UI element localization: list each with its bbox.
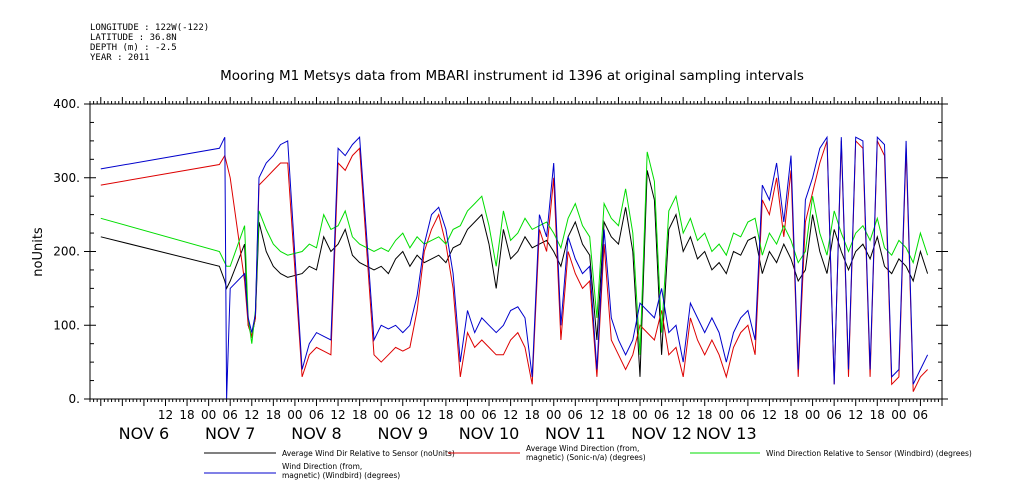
x-day-label: NOV 12: [631, 424, 692, 443]
x-tick-label: 12: [158, 408, 173, 422]
x-tick-label: 00: [287, 408, 302, 422]
plot-area: [100, 135, 929, 400]
x-tick-label: 12: [503, 408, 518, 422]
legend: Average Wind Dir Relative to Sensor (noU…: [204, 444, 972, 480]
x-tick-label: 18: [266, 408, 281, 422]
x-day-label: NOV 10: [459, 424, 520, 443]
x-day-label: NOV 11: [545, 424, 606, 443]
axes: 0. 100. 200. 300. 400. 12 18 00 06 12 18 00 06 12 18 00…: [53, 97, 948, 443]
x-tick-label: 00: [632, 408, 647, 422]
metadata-line: LONGITUDE : 122W(-122): [90, 23, 209, 33]
x-tick-label: 12: [762, 408, 777, 422]
y-axis-label: noUnits: [31, 227, 46, 277]
legend-label: Wind Direction (from, magnetic) (Windbird…: [282, 462, 400, 480]
x-tick-label: 12: [330, 408, 345, 422]
metadata-line: LATITUDE : 36.8N: [90, 33, 177, 43]
x-tick-label: 18: [783, 408, 798, 422]
x-day-label: NOV 7: [205, 424, 256, 443]
x-tick-label: 12: [848, 408, 863, 422]
legend-label-line: magnetic) (Sonic-n/a) (degrees): [526, 453, 646, 462]
x-tick-label: 12: [589, 408, 604, 422]
x-tick-label: 18: [697, 408, 712, 422]
x-tick-label: 18: [525, 408, 540, 422]
x-day-label: NOV 13: [696, 424, 757, 443]
x-day-label: NOV 9: [378, 424, 429, 443]
x-tick-label: 06: [654, 408, 669, 422]
x-tick-label: 06: [309, 408, 324, 422]
metadata-line: DEPTH (m) : -2.5: [90, 43, 177, 53]
x-tick-label: 12: [676, 408, 691, 422]
x-tick-label: 12: [417, 408, 432, 422]
y-tick-label: 100.: [53, 318, 80, 332]
metadata-line: YEAR : 2011: [90, 53, 150, 63]
x-tick-label: 00: [374, 408, 389, 422]
x-tick-label: 12: [244, 408, 259, 422]
x-tick-label: 06: [568, 408, 583, 422]
legend-label: Average Wind Dir Relative to Sensor (noU…: [282, 449, 455, 458]
x-tick-label: 00: [891, 408, 906, 422]
legend-label-line: Average Wind Direction (from,: [526, 444, 639, 453]
x-tick-label: 06: [223, 408, 238, 422]
series-line: [100, 139, 928, 392]
x-tick-label: 06: [395, 408, 410, 422]
x-tick-label: 06: [913, 408, 928, 422]
x-tick-label: 18: [352, 408, 367, 422]
series-line: [100, 151, 929, 355]
x-tick-label: 00: [719, 408, 734, 422]
x-tick-label: 06: [481, 408, 496, 422]
legend-label-line: Wind Direction (from,: [282, 462, 362, 471]
series-line: [100, 135, 929, 400]
x-tick-label: 06: [740, 408, 755, 422]
x-tick-label: 00: [201, 408, 216, 422]
y-tick-label: 400.: [53, 97, 80, 111]
y-tick-label: 200.: [53, 245, 80, 259]
x-tick-label: 18: [179, 408, 194, 422]
legend-label: Wind Direction Relative to Sensor (Windb…: [766, 449, 972, 458]
x-tick-label: 00: [805, 408, 820, 422]
x-day-label: NOV 6: [119, 424, 170, 443]
x-day-label: NOV 8: [291, 424, 342, 443]
legend-label-line: magnetic) (Windbird) (degrees): [282, 471, 400, 480]
y-tick-label: 300.: [53, 171, 80, 185]
metadata-block: LONGITUDE : 122W(-122) LATITUDE : 36.8N …: [90, 23, 209, 63]
y-tick-label: 0.: [69, 392, 80, 406]
chart-title: Mooring M1 Metsys data from MBARI instru…: [220, 68, 804, 84]
x-tick-label: 18: [611, 408, 626, 422]
x-tick-label: 00: [460, 408, 475, 422]
x-tick-label: 00: [546, 408, 561, 422]
x-tick-label: 06: [827, 408, 842, 422]
legend-label: Average Wind Direction (from, magnetic) (…: [526, 444, 646, 462]
x-tick-label: 18: [438, 408, 453, 422]
x-tick-label: 18: [870, 408, 885, 422]
